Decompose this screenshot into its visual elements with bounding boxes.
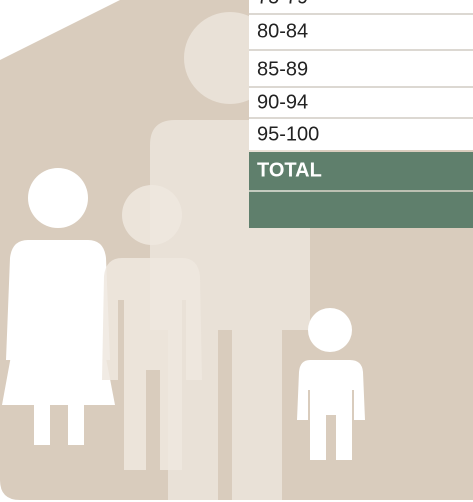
row-label: 95-100 <box>257 123 319 145</box>
row-label: 90-94 <box>257 91 308 113</box>
child-figure <box>102 185 202 470</box>
row-label: 85-89 <box>257 58 308 80</box>
boy-figure <box>297 308 365 460</box>
total-row <box>249 152 473 190</box>
table-body <box>249 0 473 150</box>
table: 75-79 80-84 85-89 90-94 95-100 TOTAL <box>249 0 473 228</box>
empty-row <box>249 192 473 228</box>
row-label: 80-84 <box>257 20 308 42</box>
row-label: 75-79 <box>257 0 308 8</box>
corner <box>0 0 120 60</box>
girl-figure <box>2 168 115 445</box>
total-label: TOTAL <box>257 159 322 181</box>
